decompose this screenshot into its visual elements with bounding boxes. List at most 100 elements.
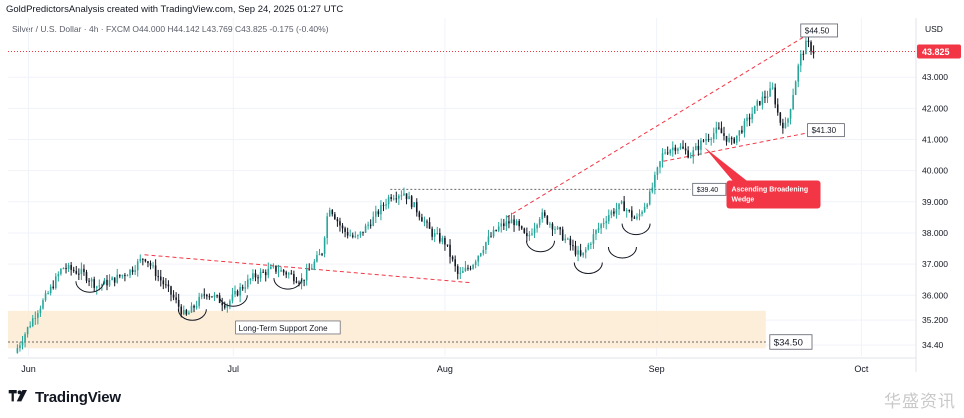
candle-body[interactable] [93, 279, 95, 288]
candle-body[interactable] [423, 221, 426, 223]
candle-body[interactable] [244, 287, 247, 289]
candle-body[interactable] [113, 277, 116, 283]
candle-body[interactable] [336, 219, 339, 222]
candle-body[interactable] [223, 305, 226, 308]
candle-body[interactable] [533, 228, 536, 234]
candle-body[interactable] [730, 137, 733, 139]
tradingview-logo[interactable]: TradingView [8, 389, 121, 406]
candle-body[interactable] [149, 263, 152, 266]
candle-body[interactable] [776, 104, 779, 113]
candle-body[interactable] [503, 223, 505, 227]
candle-body[interactable] [385, 204, 387, 206]
candle-body[interactable] [257, 277, 259, 279]
candle-body[interactable] [666, 152, 669, 154]
candle-body[interactable] [664, 152, 666, 154]
candle-body[interactable] [702, 140, 705, 142]
candle-body[interactable] [95, 286, 98, 288]
candle-body[interactable] [602, 223, 605, 225]
candle-body[interactable] [574, 245, 577, 255]
candle-body[interactable] [198, 296, 200, 306]
candle-body[interactable] [779, 112, 782, 123]
candle-body[interactable] [139, 258, 142, 262]
candle-body[interactable] [369, 224, 372, 226]
candle-body[interactable] [700, 140, 702, 150]
candle-body[interactable] [656, 167, 659, 175]
candle-body[interactable] [799, 53, 802, 66]
candle-body[interactable] [216, 295, 218, 297]
candle-body[interactable] [561, 229, 564, 241]
candle-body[interactable] [298, 282, 300, 284]
candle-body[interactable] [446, 244, 449, 246]
candle-body[interactable] [515, 220, 518, 226]
candle-body[interactable] [695, 145, 697, 151]
trendline-wedge-lower[interactable] [663, 131, 814, 162]
candle-body[interactable] [395, 198, 398, 200]
candle-body[interactable] [367, 224, 369, 226]
candle-body[interactable] [523, 228, 526, 234]
candle-body[interactable] [124, 274, 126, 276]
candle-body[interactable] [692, 150, 695, 158]
candle-body[interactable] [303, 279, 305, 281]
level-label-box[interactable] [692, 182, 727, 196]
candle-body[interactable] [206, 294, 208, 297]
candle-body[interactable] [83, 268, 85, 273]
candle-body[interactable] [236, 290, 239, 296]
candle-body[interactable] [751, 113, 753, 120]
candle-body[interactable] [147, 261, 149, 264]
candle-body[interactable] [339, 221, 341, 226]
candle-body[interactable] [741, 130, 743, 133]
candle-body[interactable] [341, 225, 344, 229]
candle-body[interactable] [142, 258, 144, 260]
candle-body[interactable] [52, 286, 55, 289]
candle-body[interactable] [118, 274, 121, 277]
candle-body[interactable] [67, 265, 70, 270]
candle-body[interactable] [75, 271, 78, 274]
candle-body[interactable] [131, 269, 134, 272]
candle-body[interactable] [190, 305, 193, 313]
candle-body[interactable] [733, 138, 736, 143]
candle-body[interactable] [200, 294, 203, 297]
candle-body[interactable] [510, 219, 513, 224]
candle-body[interactable] [613, 211, 615, 214]
candle-body[interactable] [387, 197, 390, 205]
candle-body[interactable] [567, 238, 569, 240]
candle-body[interactable] [275, 265, 277, 272]
candle-body[interactable] [398, 195, 400, 199]
candle-body[interactable] [162, 280, 165, 285]
candle-body[interactable] [674, 147, 677, 151]
candle-body[interactable] [554, 228, 556, 230]
candle-body[interactable] [247, 279, 249, 288]
candle-body[interactable] [362, 231, 364, 233]
candle-body[interactable] [57, 274, 60, 277]
arc-drawing[interactable] [607, 246, 637, 259]
candle-body[interactable] [346, 231, 349, 236]
candle-body[interactable] [42, 300, 44, 309]
candle-body[interactable] [802, 53, 805, 55]
candle-body[interactable] [19, 345, 21, 349]
candle-body[interactable] [88, 280, 90, 282]
candle-body[interactable] [375, 211, 377, 217]
candle-body[interactable] [543, 212, 546, 216]
candle-body[interactable] [290, 273, 293, 275]
candle-body[interactable] [487, 236, 490, 243]
last-price-badge[interactable] [917, 44, 961, 59]
candle-body[interactable] [805, 40, 807, 55]
candle-body[interactable] [677, 148, 679, 151]
candle-body[interactable] [349, 235, 352, 237]
candle-body[interactable] [628, 210, 631, 212]
candle-body[interactable] [631, 210, 633, 218]
candle-body[interactable] [72, 269, 75, 272]
candle-body[interactable] [408, 196, 410, 200]
candle-body[interactable] [474, 261, 477, 265]
candle-body[interactable] [326, 216, 328, 238]
candle-body[interactable] [684, 148, 687, 151]
candle-body[interactable] [433, 233, 436, 237]
candle-body[interactable] [44, 293, 47, 301]
arc-drawing[interactable] [526, 240, 556, 253]
candle-body[interactable] [636, 216, 638, 219]
candle-body[interactable] [538, 219, 541, 225]
price-label-box[interactable] [800, 23, 838, 38]
candle-body[interactable] [597, 228, 600, 231]
candle-body[interactable] [272, 265, 275, 267]
candle-body[interactable] [633, 217, 636, 219]
